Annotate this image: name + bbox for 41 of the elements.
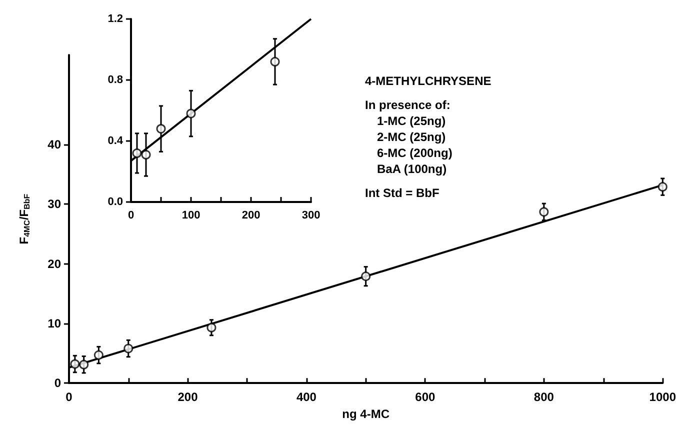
x-tick-label: 0 xyxy=(66,390,73,404)
point xyxy=(361,272,371,282)
annotation: 2-MC (25ng) xyxy=(377,130,446,144)
y-tick-label: 0.8 xyxy=(108,74,123,86)
y-tick-label: 30 xyxy=(48,197,62,212)
x-axis-title: ng 4-MC xyxy=(342,407,390,421)
point xyxy=(270,56,280,66)
x-tick-label: 300 xyxy=(302,210,320,222)
point xyxy=(79,360,89,370)
x-tick-label: 200 xyxy=(242,210,260,222)
point xyxy=(70,359,80,369)
point xyxy=(124,344,134,354)
annotation: 4-METHYLCHRYSENE xyxy=(365,74,492,88)
x-tick-label: 600 xyxy=(415,390,436,404)
y-tick-label: 10 xyxy=(48,316,62,330)
y-tick-label: 20 xyxy=(48,256,62,271)
point xyxy=(141,150,151,160)
point xyxy=(539,207,549,217)
y-tick-label: 0 xyxy=(54,376,62,390)
annotation: 1-MC (25ng) xyxy=(377,114,446,128)
point xyxy=(132,148,142,158)
x-tick-label: 1000 xyxy=(649,390,676,404)
point xyxy=(206,322,216,332)
point xyxy=(94,350,104,360)
y-tick-label: 1.2 xyxy=(108,13,123,25)
point xyxy=(658,182,668,192)
annotation: BaA (100ng) xyxy=(377,162,447,176)
y-tick-label: 0.4 xyxy=(108,135,124,147)
y-tick-label: 0.0 xyxy=(108,196,123,208)
annotation: 6-MC (200ng) xyxy=(377,146,452,160)
x-tick-label: 400 xyxy=(296,390,317,404)
x-tick-label: 0 xyxy=(128,210,134,222)
annotation: Int Std = BbF xyxy=(365,186,440,200)
point xyxy=(156,124,166,134)
x-tick-label: 100 xyxy=(182,210,200,222)
y-tick-label: 40 xyxy=(48,137,62,152)
point xyxy=(186,108,196,118)
y-axis-title: F4MC/FBbF xyxy=(17,194,32,244)
annotation: In presence of: xyxy=(365,98,450,112)
x-tick-label: 800 xyxy=(534,390,554,404)
x-tick-label: 200 xyxy=(178,390,198,404)
